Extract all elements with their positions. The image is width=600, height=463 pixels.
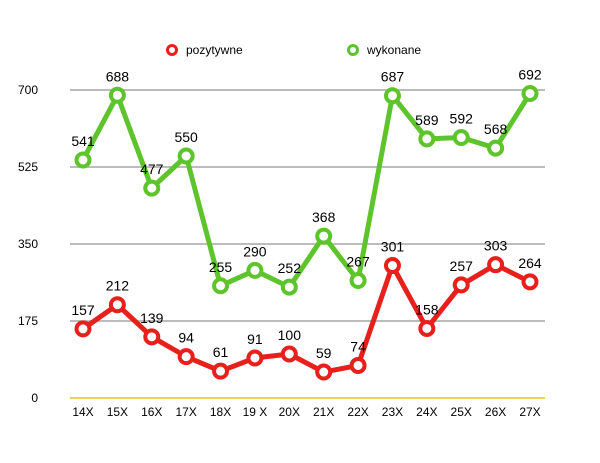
data-label: 477 [140,161,164,177]
data-point [487,256,505,274]
data-point [74,320,92,338]
data-label: 303 [484,238,508,254]
data-point [280,278,298,296]
x-tick-label: 22X [347,405,368,419]
data-label: 368 [312,209,336,225]
data-point [521,85,539,103]
data-point [212,362,230,380]
data-label: 157 [71,302,95,318]
y-tick-label: 700 [18,83,38,97]
data-label: 59 [316,345,332,361]
legend-marker [166,44,178,56]
y-tick-label: 0 [31,391,38,405]
data-label: 255 [209,259,233,275]
data-label: 100 [278,327,302,343]
data-point [349,272,367,290]
data-label: 687 [381,69,405,85]
data-label: 568 [484,121,508,137]
data-labels: 157 212 139 94 61 91 100 59 74 301 158 257 303 264 541… [71,67,542,362]
legend: pozytywne wykonane [166,43,421,57]
x-tick-label: 20X [279,405,300,419]
series-pozytywne [74,256,539,381]
data-label: 290 [243,243,267,259]
x-tick-label: 18X [210,405,231,419]
data-point [74,151,92,169]
y-tick-label: 350 [18,237,38,251]
data-label: 94 [178,330,194,346]
x-tick-label: 17X [175,405,196,419]
legend-marker [347,44,359,56]
x-tick-label: 15X [107,405,128,419]
data-point [212,277,230,295]
x-tick-label: 19 X [243,405,268,419]
data-label: 212 [106,278,130,294]
x-tick-label: 14X [72,405,93,419]
data-point [315,227,333,245]
data-point [108,86,126,104]
data-label: 550 [174,129,198,145]
data-label: 257 [450,258,474,274]
data-label: 688 [106,68,130,84]
y-tick-label: 525 [18,160,38,174]
x-tick-label: 26X [485,405,506,419]
data-point [349,356,367,374]
data-point [452,276,470,294]
data-label: 252 [278,260,302,276]
data-label: 61 [213,344,229,360]
data-point [143,179,161,197]
data-point [418,130,436,148]
gridlines [70,89,545,322]
x-tick-label: 23X [382,405,403,419]
data-label: 91 [247,331,263,347]
data-point [246,349,264,367]
data-point [315,363,333,381]
data-label: 592 [450,111,474,127]
data-point [108,296,126,314]
data-label: 301 [381,239,405,255]
data-label: 267 [346,254,370,270]
data-label: 692 [518,67,542,83]
data-label: 158 [415,301,439,317]
axes: 0 175 350 525 700 14X 15X 16X 17X 18X 19 X 20X 21X 22… [18,83,545,419]
x-tick-label: 21X [313,405,334,419]
data-point [452,129,470,147]
legend-label: wykonane [366,43,421,57]
data-point [418,319,436,337]
x-tick-label: 25X [451,405,472,419]
x-tick-label: 27X [519,405,540,419]
data-point [280,345,298,363]
data-label: 541 [71,133,95,149]
data-point [383,257,401,275]
data-point [487,139,505,157]
legend-label: pozytywne [186,43,243,57]
data-point [177,348,195,366]
x-tick-label: 16X [141,405,162,419]
x-tick-label: 24X [416,405,437,419]
data-label: 139 [140,310,164,326]
series-layer [74,85,539,381]
data-label: 589 [415,112,439,128]
data-point [246,261,264,279]
data-point [383,87,401,105]
series-wykonane [74,85,539,296]
data-label: 264 [518,255,542,271]
y-tick-label: 175 [18,314,38,328]
data-point [521,273,539,291]
data-label: 74 [350,338,366,354]
data-point [143,328,161,346]
data-point [177,147,195,165]
